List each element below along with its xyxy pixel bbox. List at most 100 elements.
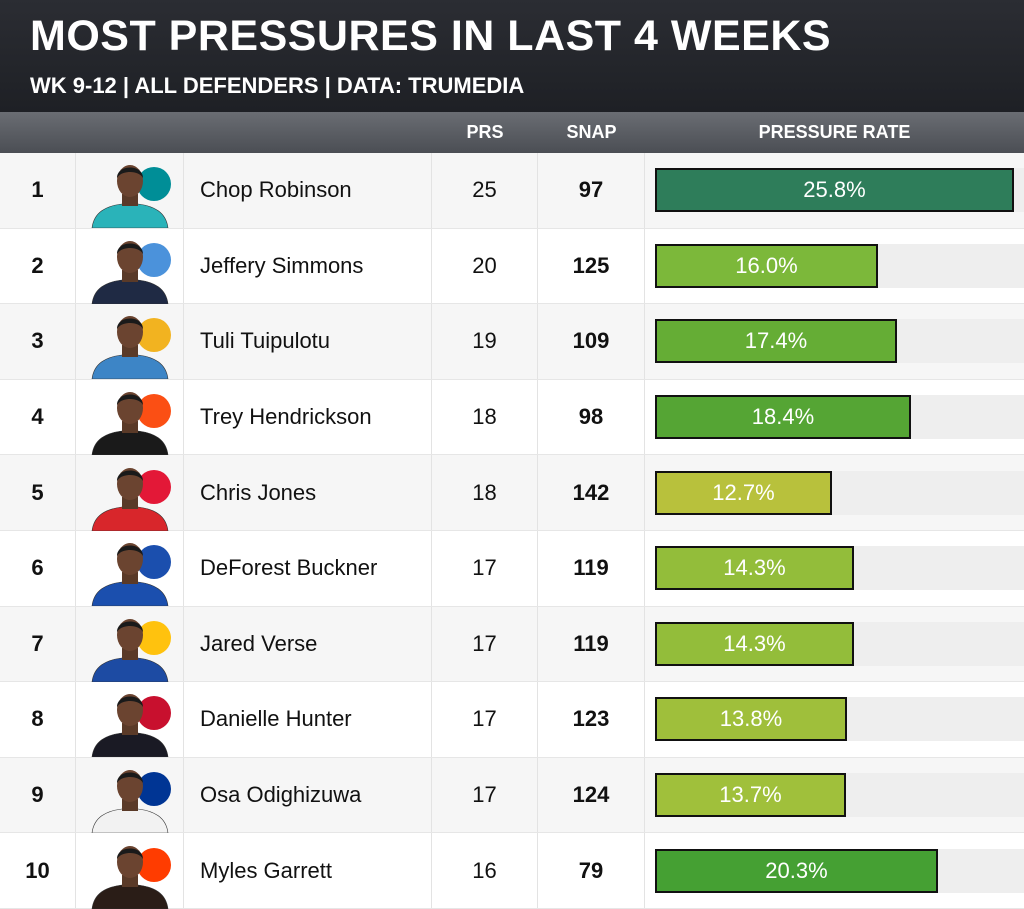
jersey-shape [91, 581, 168, 607]
column-header-snap: SNAP [566, 122, 617, 142]
pressure-rate-track: 13.7% [655, 773, 1024, 818]
pressure-rate-cell: 13.8% [645, 682, 1024, 757]
pressure-rate-bar: 16.0% [655, 243, 878, 288]
player-photo-cell [76, 531, 184, 607]
jersey-shape [91, 430, 168, 456]
table-row: 6 DeForest Buckner 17 119 14.3% [0, 531, 1024, 607]
player-headshot [91, 467, 171, 531]
rank-cell: 4 [0, 379, 76, 455]
pressure-rate-bar: 13.7% [655, 773, 846, 818]
player-photo-cell [76, 833, 184, 909]
texans-logo-icon [136, 696, 171, 731]
hair-shape [116, 167, 143, 179]
table-row: 4 Trey Hendrickson 18 98 18.4% [0, 379, 1024, 456]
jersey-shape [91, 657, 168, 682]
prs-value: 17 [432, 682, 538, 757]
chart-title: MOST PRESSURES IN LAST 4 WEEKS [30, 12, 832, 60]
snap-value: 79 [538, 833, 645, 908]
prs-value: 16 [432, 833, 538, 908]
column-header-prs: PRS [466, 122, 504, 142]
snap-value: 119 [538, 606, 645, 682]
player-name: Chris Jones [184, 455, 432, 530]
pressure-rate-track: 16.0% [655, 243, 1024, 288]
rank-cell: 1 [0, 153, 76, 228]
prs-value: 25 [432, 153, 538, 228]
jersey-shape [91, 506, 168, 531]
pressure-rate-cell: 12.7% [645, 455, 1024, 530]
pressure-rate-bar: 12.7% [655, 470, 832, 515]
pressure-rate-track: 25.8% [655, 168, 1024, 213]
pressure-rate-cell: 13.7% [645, 758, 1024, 833]
table-row: 2 Jeffery Simmons 20 125 16.0% [0, 228, 1024, 305]
rank-cell: 8 [0, 682, 76, 757]
player-photo-cell [76, 606, 184, 682]
player-headshot [91, 543, 171, 607]
titans-logo-icon [136, 242, 171, 277]
rank-cell: 2 [0, 228, 76, 304]
table-row: 8 Danielle Hunter 17 123 13.8% [0, 682, 1024, 758]
jersey-shape [91, 733, 168, 758]
player-headshot [91, 618, 171, 682]
player-name: Tuli Tuipulotu [184, 304, 432, 379]
snap-value: 142 [538, 455, 645, 530]
hair-shape [116, 772, 143, 784]
rank-cell: 7 [0, 606, 76, 682]
pressure-rate-cell: 18.4% [645, 380, 1024, 455]
player-headshot [91, 770, 171, 834]
table-row: 10 Myles Garrett 16 79 20.3% [0, 833, 1024, 909]
table-body: 1 Chop Robinson 25 97 25.8% 2 Jeffery Simmons 2… [0, 153, 1024, 909]
pressure-rate-bar: 20.3% [655, 848, 938, 893]
player-name: DeForest Buckner [184, 531, 432, 606]
pressure-rate-bar: 18.4% [655, 395, 911, 440]
pressure-rate-bar: 25.8% [655, 168, 1014, 213]
neck-shape [121, 421, 138, 434]
pressure-rate-bar: 14.3% [655, 546, 854, 591]
neck-shape [121, 269, 138, 282]
hair-shape [116, 318, 143, 330]
hair-shape [116, 243, 143, 254]
pressure-rate-bar: 14.3% [655, 621, 854, 666]
rams-logo-icon [136, 620, 171, 655]
colts-logo-icon [136, 545, 171, 580]
table-row: 1 Chop Robinson 25 97 25.8% [0, 153, 1024, 229]
column-header-bar: PRS SNAP PRESSURE RATE [0, 112, 1024, 153]
pressure-rate-cell: 14.3% [645, 531, 1024, 606]
player-name: Trey Hendrickson [184, 379, 432, 455]
player-photo-cell [76, 757, 184, 834]
neck-shape [121, 723, 138, 736]
table-row: 9 Osa Odighizuwa 17 124 13.7% [0, 757, 1024, 834]
table-row: 7 Jared Verse 17 119 14.3% [0, 606, 1024, 683]
snap-value: 125 [538, 228, 645, 304]
hair-shape [116, 545, 143, 557]
rank-cell: 3 [0, 304, 76, 379]
snap-value: 119 [538, 531, 645, 606]
pressure-rate-track: 14.3% [655, 621, 1024, 666]
player-headshot [91, 165, 171, 229]
prs-value: 17 [432, 606, 538, 682]
prs-value: 17 [432, 531, 538, 606]
bengals-logo-icon [136, 394, 171, 429]
jersey-shape [91, 808, 168, 834]
neck-shape [121, 345, 138, 358]
snap-value: 124 [538, 757, 645, 833]
player-name: Danielle Hunter [184, 682, 432, 757]
pressure-rate-cell: 14.3% [645, 607, 1024, 682]
snap-value: 97 [538, 153, 645, 228]
player-photo-cell [76, 682, 184, 758]
column-header-pressure-rate: PRESSURE RATE [758, 122, 911, 142]
prs-value: 18 [432, 455, 538, 530]
neck-shape [121, 572, 138, 585]
neck-shape [121, 496, 138, 509]
player-name: Osa Odighizuwa [184, 757, 432, 833]
player-headshot [91, 694, 171, 758]
pressure-rate-bar: 17.4% [655, 319, 897, 364]
jersey-shape [91, 884, 168, 909]
pressure-rate-cell: 20.3% [645, 833, 1024, 908]
pressure-rate-cell: 16.0% [645, 229, 1024, 304]
neck-shape [121, 799, 138, 812]
player-headshot [91, 845, 171, 909]
player-headshot [91, 316, 171, 380]
hair-shape [116, 621, 143, 632]
pressure-rate-cell: 25.8% [645, 153, 1024, 228]
pressure-rate-track: 12.7% [655, 470, 1024, 515]
